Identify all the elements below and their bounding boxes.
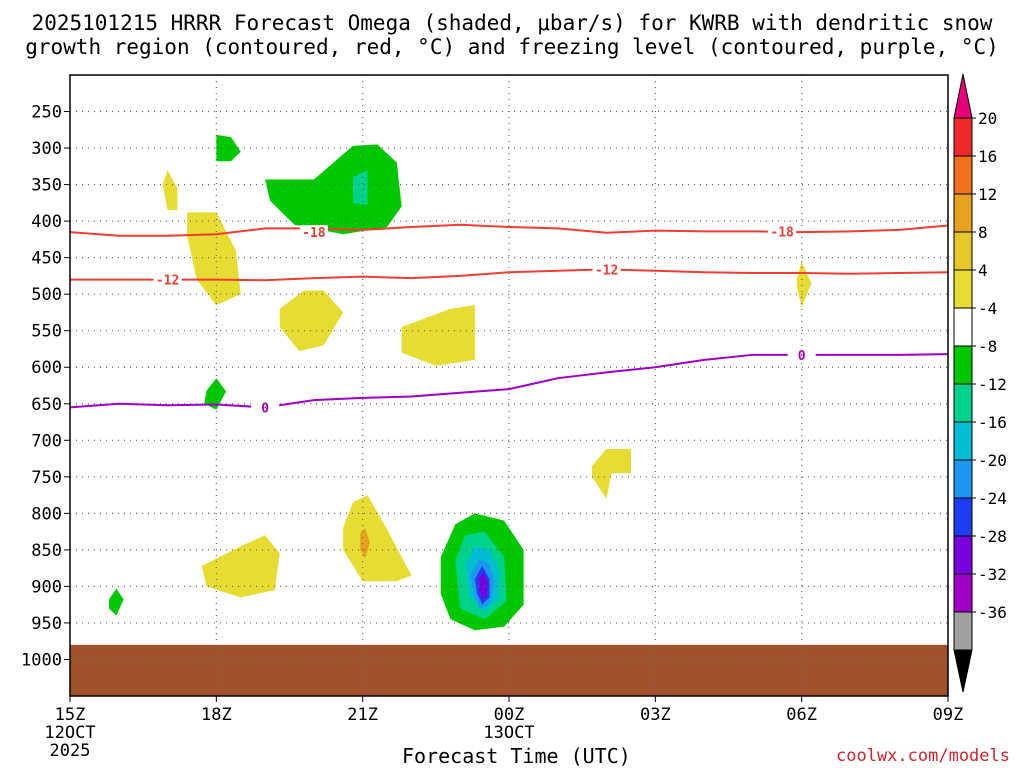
- surface-layer: [70, 644, 948, 696]
- y-tick-label-1000: 1000: [21, 650, 62, 670]
- omega-region-9: [591, 449, 631, 499]
- x-tick-sublabel-12OCT: 12OCT: [44, 723, 95, 743]
- contour-line--18: [69, 223, 949, 237]
- y-tick-label-450: 450: [31, 249, 62, 269]
- colorbar-min-arrow: [953, 649, 973, 693]
- colorbar-segment-6: [953, 307, 973, 347]
- colorbar-label-13: -36: [978, 603, 1007, 622]
- y-tick-label-350: 350: [31, 176, 62, 196]
- omega-region-2: [352, 169, 368, 206]
- omega-region-4: [109, 588, 124, 616]
- colorbar-label-3: 8: [978, 223, 988, 242]
- omega-colorbar: 20 16 12 8 4 -4 -8 -12 -16 -20 -24 -28 -32 -36: [953, 73, 1007, 693]
- y-tick-label-400: 400: [31, 212, 62, 232]
- x-tick-sublabel-2025: 2025: [50, 741, 91, 761]
- omega-region-10: [796, 261, 812, 308]
- grid-lines: [70, 75, 948, 696]
- y-tick-label-500: 500: [31, 285, 62, 305]
- omega-region-6: [187, 212, 241, 306]
- omega-shading: [109, 134, 812, 631]
- contour-label-bg--18-0: [299, 225, 328, 240]
- omega-region-19: [478, 571, 488, 600]
- y-tick-label-550: 550: [31, 322, 62, 342]
- colorbar-segment-12: [953, 535, 973, 575]
- omega-region-0: [216, 134, 241, 162]
- omega-region-13: [360, 527, 370, 559]
- x-tick-label-21Z: 21Z: [347, 705, 378, 725]
- colorbar-segment-13: [953, 573, 973, 613]
- x-tick-label-00Z: 00Z: [494, 705, 525, 725]
- colorbar-label-10: -24: [978, 489, 1007, 508]
- colorbar-segment-5: [953, 269, 973, 309]
- contour-label--18-0: -18: [302, 226, 326, 241]
- colorbar-label-9: -20: [978, 451, 1007, 470]
- contour-label--12-0: -12: [156, 274, 179, 289]
- x-tick-label-03Z: 03Z: [640, 705, 671, 725]
- colorbar-label-8: -16: [978, 413, 1007, 432]
- omega-region-8: [401, 305, 475, 366]
- colorbar-max-arrow: [953, 73, 973, 119]
- credit-link[interactable]: coolwx.com/models: [836, 746, 1010, 766]
- colorbar-label-0: 20: [978, 109, 997, 128]
- omega-region-12: [343, 495, 412, 582]
- colorbar-segment-8: [953, 383, 973, 423]
- contour-label-bg-0-0: [251, 400, 280, 415]
- colorbar-label-1: 16: [978, 147, 997, 166]
- colorbar-label-11: -28: [978, 527, 1007, 546]
- colorbar-label-7: -12: [978, 375, 1007, 394]
- contour-line--12: [70, 268, 949, 282]
- contour-label--18-1: -18: [770, 225, 794, 240]
- colorbar-segment-7: [953, 345, 973, 385]
- colorbar-segment-9: [953, 421, 973, 461]
- chart-title-line-1: 2025101215 HRRR Forecast Omega (shaded, …: [31, 11, 993, 35]
- colorbar-segment-1: [953, 117, 973, 157]
- colorbar-label-4: 4: [978, 261, 988, 280]
- y-tick-label-250: 250: [31, 103, 62, 123]
- contour-label-bg--12-0: [153, 272, 182, 287]
- omega-region-7: [279, 290, 344, 352]
- y-tick-label-850: 850: [31, 541, 62, 561]
- x-tick-label-09Z: 09Z: [933, 705, 964, 725]
- omega-region-3: [204, 378, 227, 410]
- omega-region-11: [201, 535, 280, 598]
- x-tick-label-15Z: 15Z: [55, 705, 86, 725]
- y-tick-label-900: 900: [31, 577, 62, 597]
- contour-label--12-1: -12: [595, 263, 618, 278]
- chart-title-line-2: growth region (contoured, red, °C) and f…: [25, 35, 999, 59]
- colorbar-label-12: -32: [978, 565, 1007, 584]
- x-tick-sublabel-13OCT: 13OCT: [483, 723, 534, 743]
- y-tick-label-600: 600: [31, 358, 62, 378]
- colorbar-segment-4: [953, 231, 973, 271]
- contour-label-0-0: 0: [261, 401, 269, 416]
- omega-region-5: [162, 169, 178, 211]
- omega-region-1: [265, 144, 402, 235]
- y-tick-label-650: 650: [31, 395, 62, 415]
- y-tick-label-800: 800: [31, 504, 62, 524]
- contour-label-bg--12-1: [592, 262, 621, 277]
- colorbar-label-5: -4: [978, 299, 997, 318]
- colorbar-segment-14: [953, 611, 973, 651]
- colorbar-segment-3: [953, 193, 973, 233]
- y-tick-label-700: 700: [31, 431, 62, 451]
- axes: 250 300 350 400 450 500 550 600 650 700 750 800 850 9…: [21, 74, 964, 761]
- x-tick-label-18Z: 18Z: [201, 705, 232, 725]
- x-axis-title: Forecast Time (UTC): [402, 744, 631, 768]
- temperature-contours: -18 -18 -12 -12 0 0: [69, 223, 949, 416]
- colorbar-segment-10: [953, 459, 973, 499]
- surface-ground: [70, 644, 948, 696]
- y-tick-label-750: 750: [31, 468, 62, 488]
- contour-label-bg-0-1: [787, 347, 816, 362]
- colorbar-segment-2: [953, 155, 973, 195]
- colorbar-segment-11: [953, 497, 973, 537]
- contour-label-0-1: 0: [798, 349, 806, 364]
- colorbar-label-6: -8: [978, 337, 997, 356]
- contour-label-bg--18-1: [768, 224, 797, 239]
- x-tick-label-06Z: 06Z: [786, 705, 817, 725]
- y-tick-label-300: 300: [31, 139, 62, 159]
- y-tick-label-950: 950: [31, 614, 62, 634]
- colorbar-label-2: 12: [978, 185, 997, 204]
